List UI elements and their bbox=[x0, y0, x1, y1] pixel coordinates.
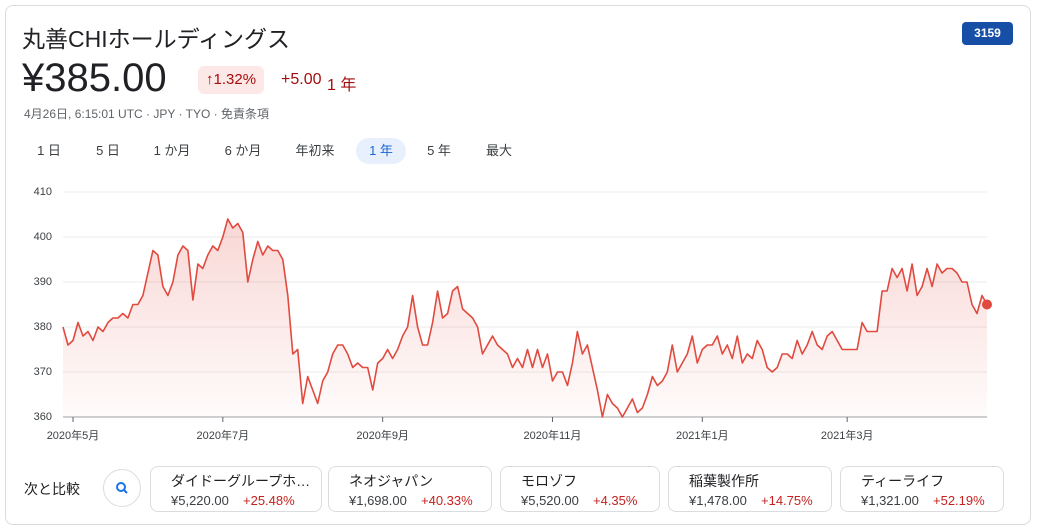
y-tick-label: 390 bbox=[34, 276, 52, 288]
x-tick-label: 2020年5月 bbox=[47, 428, 100, 442]
range-tab[interactable]: 1 か月 bbox=[153, 143, 191, 158]
compare-card[interactable]: 稲葉製作所 ¥1,478.00 +14.75% bbox=[668, 466, 832, 512]
y-tick-label: 370 bbox=[34, 366, 52, 378]
compare-price: ¥5,520.00 bbox=[521, 493, 579, 508]
y-tick-label: 410 bbox=[34, 186, 52, 198]
compare-card[interactable]: ネオジャパン ¥1,698.00 +40.33% bbox=[328, 466, 492, 512]
compare-change: +14.75% bbox=[761, 493, 813, 508]
x-tick-label: 2020年9月 bbox=[356, 428, 409, 442]
search-button[interactable] bbox=[103, 469, 141, 507]
compare-change: +4.35% bbox=[593, 493, 638, 508]
price-line bbox=[62, 218, 988, 418]
range-tab[interactable]: 最大 bbox=[485, 143, 512, 158]
change-pill: ↑1.32% bbox=[198, 66, 265, 94]
compare-name: 稲葉製作所 bbox=[689, 473, 759, 489]
range-tab[interactable]: 1 日 bbox=[37, 143, 61, 158]
compare-label: 次と比較 bbox=[24, 481, 80, 497]
period: 1 年 bbox=[327, 77, 357, 94]
x-tick-label: 2020年11月 bbox=[524, 428, 582, 442]
range-tab[interactable]: 6 か月 bbox=[224, 143, 262, 158]
x-tick-label: 2020年7月 bbox=[197, 428, 250, 442]
compare-name: ティーライフ bbox=[861, 473, 945, 489]
change: +5.00 bbox=[281, 71, 322, 88]
compare-price: ¥5,220.00 bbox=[171, 493, 229, 508]
compare-price: ¥1,478.00 bbox=[689, 493, 747, 508]
compare-change: +40.33% bbox=[421, 493, 473, 508]
compare-card[interactable]: モロゾフ ¥5,520.00 +4.35% bbox=[500, 466, 660, 512]
compare-card[interactable]: ダイドーグループホ… ¥5,220.00 +25.48% bbox=[150, 466, 322, 512]
range-tab[interactable]: 5 日 bbox=[96, 143, 120, 158]
search-icon bbox=[116, 482, 128, 494]
compare-change: +25.48% bbox=[243, 493, 295, 508]
range-tab[interactable]: 年初来 bbox=[295, 143, 335, 158]
compare-price: ¥1,698.00 bbox=[349, 493, 407, 508]
compare-change: +52.19% bbox=[933, 493, 985, 508]
y-tick-label: 380 bbox=[34, 321, 52, 333]
compare-name: ダイドーグループホ… bbox=[171, 473, 311, 489]
price: ¥385.00 bbox=[22, 56, 167, 100]
range-tab[interactable]: 5 年 bbox=[427, 143, 451, 158]
title: 丸善CHIホールディングス bbox=[22, 26, 290, 52]
ticker-badge[interactable]: 3159 bbox=[962, 22, 1013, 45]
compare-price: ¥1,321.00 bbox=[861, 493, 919, 508]
range-tab[interactable]: 1 年 bbox=[356, 138, 406, 164]
quote-card bbox=[5, 5, 1031, 525]
compare-name: モロゾフ bbox=[521, 473, 577, 489]
compare-name: ネオジャパン bbox=[349, 473, 433, 489]
subtitle: 4月26日, 6:15:01 UTC · JPY · TYO · 免責条項 bbox=[24, 107, 269, 121]
line-area bbox=[63, 219, 987, 417]
last-point bbox=[982, 299, 992, 310]
change-percent: 1.32% bbox=[213, 71, 257, 88]
y-tick-label: 400 bbox=[34, 231, 52, 243]
up-arrow: ↑ bbox=[206, 71, 214, 88]
x-tick-label: 2021年1月 bbox=[676, 428, 729, 442]
y-tick-label: 360 bbox=[34, 411, 52, 423]
compare-card[interactable]: ティーライフ ¥1,321.00 +52.19% bbox=[840, 466, 1004, 512]
x-tick-label: 2021年3月 bbox=[821, 428, 874, 442]
